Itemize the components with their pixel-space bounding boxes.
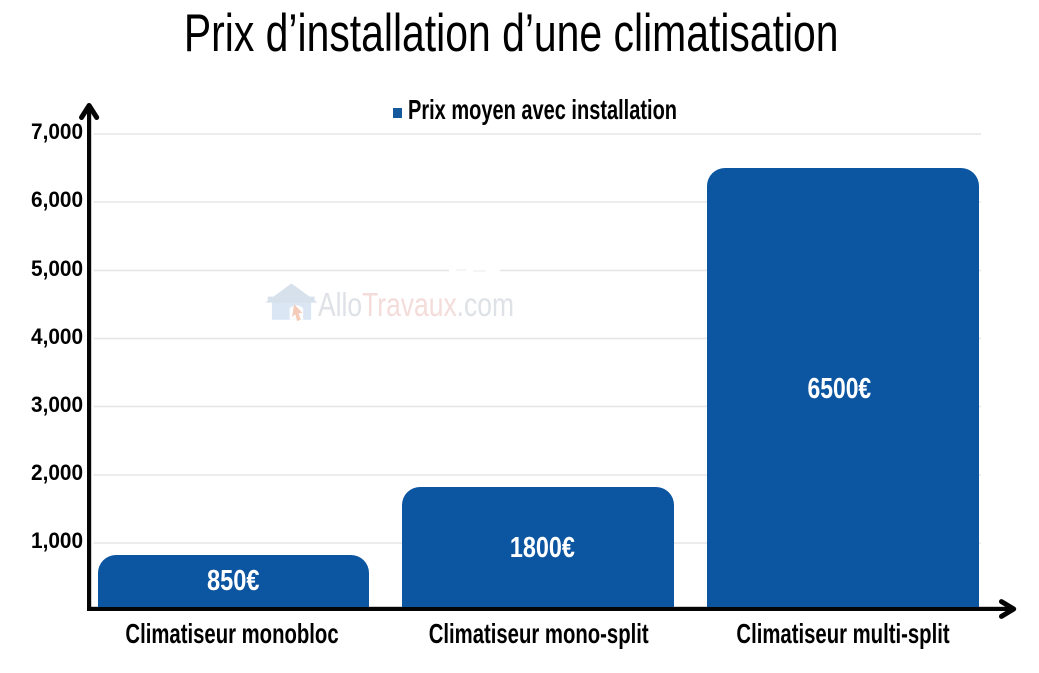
svg-text:AlloTravaux.com: AlloTravaux.com xyxy=(318,287,514,324)
